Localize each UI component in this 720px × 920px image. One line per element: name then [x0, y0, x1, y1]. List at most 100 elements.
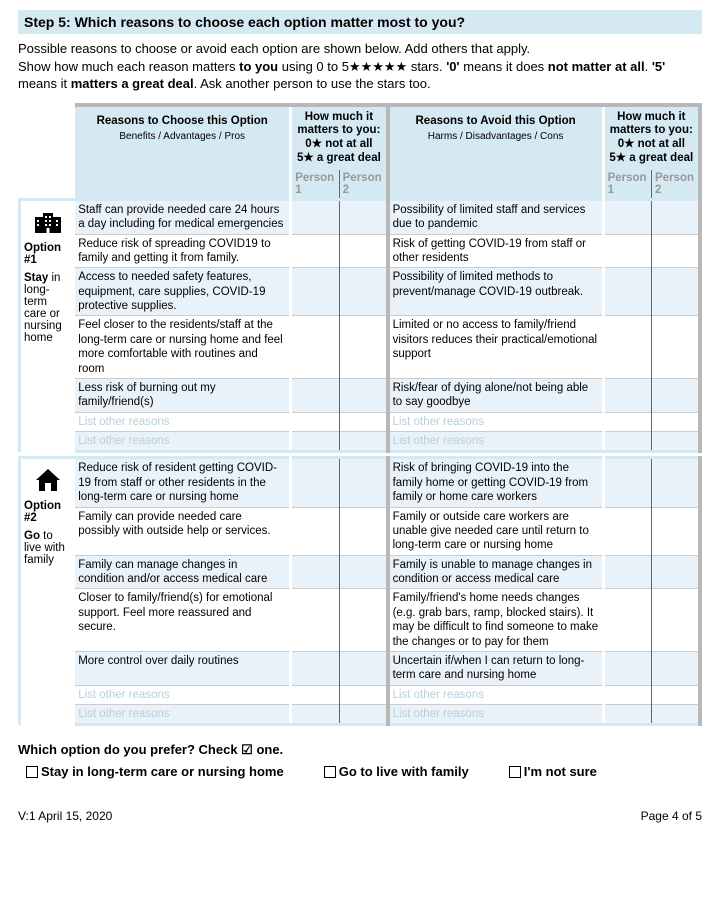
other-reason-input[interactable]: List other reasons	[75, 432, 291, 452]
rating-p1[interactable]	[603, 378, 651, 412]
col-choose-header: Reasons to Choose this Option Benefits /…	[75, 105, 291, 200]
rating-p2[interactable]	[652, 589, 700, 652]
rating-p1[interactable]	[603, 589, 651, 652]
rating-p1[interactable]	[603, 316, 651, 379]
rating-p2[interactable]	[652, 378, 700, 412]
person1-hdr-b: Person 1	[603, 170, 651, 200]
rating-p2[interactable]	[652, 685, 700, 704]
checkbox-icon[interactable]	[26, 766, 38, 778]
rating-p2[interactable]	[339, 685, 387, 704]
avoid-reason: Family or outside care workers are unabl…	[388, 507, 604, 555]
rating-p1[interactable]	[291, 268, 339, 316]
rating-p1[interactable]	[603, 199, 651, 234]
rating-p2[interactable]	[339, 705, 387, 725]
rating-p1[interactable]	[291, 316, 339, 379]
rating-p2[interactable]	[339, 651, 387, 685]
person2-hdr: Person 2	[339, 170, 387, 200]
rating-p1[interactable]	[603, 555, 651, 589]
rating-p2[interactable]	[652, 412, 700, 431]
rating-p2[interactable]	[652, 199, 700, 234]
rating-p2[interactable]	[339, 555, 387, 589]
rating-p2[interactable]	[339, 199, 387, 234]
choose-reason: Access to needed safety features, equipm…	[75, 268, 291, 316]
rating-p1[interactable]	[291, 378, 339, 412]
rating-p2[interactable]	[339, 412, 387, 431]
avoid-reason: Risk of bringing COVID-19 into the famil…	[388, 458, 604, 507]
choose-reason: Family can manage changes in condition a…	[75, 555, 291, 589]
rating-p2[interactable]	[652, 432, 700, 452]
intro-line1: Possible reasons to choose or avoid each…	[18, 41, 530, 56]
rating-p2[interactable]	[339, 316, 387, 379]
options-table: Reasons to Choose this Option Benefits /…	[18, 103, 702, 727]
rating-p1[interactable]	[603, 685, 651, 704]
rating-p1[interactable]	[291, 412, 339, 431]
home-icon	[24, 463, 72, 496]
other-reason-input[interactable]: List other reasons	[388, 412, 604, 431]
rating-p1[interactable]	[291, 651, 339, 685]
avoid-reason: Limited or no access to family/friend vi…	[388, 316, 604, 379]
rating-p2[interactable]	[652, 555, 700, 589]
rating-p1[interactable]	[291, 685, 339, 704]
avoid-reason: Possibility of limited staff and service…	[388, 199, 604, 234]
rating-p1[interactable]	[603, 412, 651, 431]
rating-p1[interactable]	[603, 234, 651, 268]
building-icon	[24, 205, 72, 238]
other-reason-input[interactable]: List other reasons	[388, 685, 604, 704]
checkbox-icon[interactable]	[509, 766, 521, 778]
choice-stay[interactable]: Stay in long-term care or nursing home	[26, 764, 284, 779]
rating-p1[interactable]	[291, 507, 339, 555]
page-number: Page 4 of 5	[641, 809, 702, 823]
rating-p1[interactable]	[603, 458, 651, 507]
choose-reason: Family can provide needed care possibly …	[75, 507, 291, 555]
rating-p2[interactable]	[339, 432, 387, 452]
choose-reason: More control over daily routines	[75, 651, 291, 685]
rating-p2[interactable]	[652, 651, 700, 685]
choose-reason: Staff can provide needed care 24 hours a…	[75, 199, 291, 234]
rating-p2[interactable]	[339, 234, 387, 268]
matters-header-2: How much it matters to you: 0★ not at al…	[603, 105, 700, 170]
rating-p2[interactable]	[652, 234, 700, 268]
rating-p1[interactable]	[603, 651, 651, 685]
choose-reason: Feel closer to the residents/staff at th…	[75, 316, 291, 379]
rating-p2[interactable]	[652, 268, 700, 316]
rating-p2[interactable]	[339, 589, 387, 652]
rating-p2[interactable]	[652, 316, 700, 379]
rating-p2[interactable]	[652, 458, 700, 507]
rating-p1[interactable]	[603, 507, 651, 555]
choice-notsure[interactable]: I'm not sure	[509, 764, 597, 779]
other-reason-input[interactable]: List other reasons	[388, 705, 604, 725]
choice-family[interactable]: Go to live with family	[324, 764, 469, 779]
other-reason-input[interactable]: List other reasons	[75, 685, 291, 704]
option-side: Option #2Go to live with family	[20, 458, 76, 725]
choices-row: Stay in long-term care or nursing home G…	[26, 764, 702, 779]
rating-p1[interactable]	[603, 268, 651, 316]
rating-p1[interactable]	[291, 199, 339, 234]
rating-p1[interactable]	[291, 234, 339, 268]
rating-p2[interactable]	[339, 458, 387, 507]
choose-reason: Reduce risk of resident getting COVID-19…	[75, 458, 291, 507]
rating-p1[interactable]	[291, 589, 339, 652]
version-date: V:1 April 15, 2020	[18, 809, 112, 823]
avoid-reason: Risk/fear of dying alone/not being able …	[388, 378, 604, 412]
choose-reason: Closer to family/friend(s) for emotional…	[75, 589, 291, 652]
rating-p1[interactable]	[291, 458, 339, 507]
rating-p1[interactable]	[291, 555, 339, 589]
rating-p1[interactable]	[291, 705, 339, 725]
rating-p2[interactable]	[339, 507, 387, 555]
prefer-question: Which option do you prefer? Check ☑ one.	[18, 742, 702, 758]
other-reason-input[interactable]: List other reasons	[388, 432, 604, 452]
rating-p2[interactable]	[652, 705, 700, 725]
page-footer: V:1 April 15, 2020 Page 4 of 5	[18, 809, 702, 823]
rating-p2[interactable]	[339, 378, 387, 412]
rating-p1[interactable]	[603, 432, 651, 452]
rating-p1[interactable]	[603, 705, 651, 725]
checkbox-icon[interactable]	[324, 766, 336, 778]
rating-p2[interactable]	[652, 507, 700, 555]
person2-hdr-b: Person 2	[652, 170, 700, 200]
other-reason-input[interactable]: List other reasons	[75, 412, 291, 431]
other-reason-input[interactable]: List other reasons	[75, 705, 291, 725]
matters-header-1: How much it matters to you: 0★ not at al…	[291, 105, 388, 170]
rating-p2[interactable]	[339, 268, 387, 316]
col-avoid-header: Reasons to Avoid this Option Harms / Dis…	[388, 105, 604, 200]
rating-p1[interactable]	[291, 432, 339, 452]
